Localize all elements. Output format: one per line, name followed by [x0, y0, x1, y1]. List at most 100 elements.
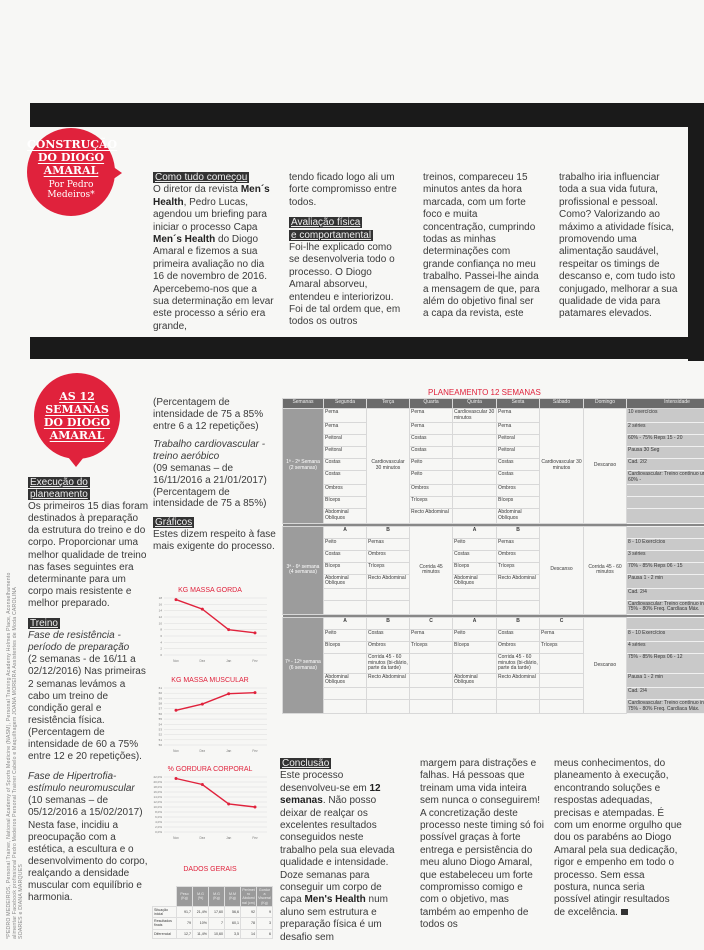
plan-cell	[539, 672, 584, 688]
plan-cell	[496, 686, 540, 700]
plan-cell	[323, 652, 367, 674]
plan-cell: Tríceps	[539, 640, 584, 654]
x-tick-label: Dez	[199, 659, 205, 663]
plan-intensity-cell: Cardiovascular: Treino contínuo interval…	[626, 698, 704, 715]
dados-cell: 79	[176, 917, 193, 930]
plan-cell: Costas	[496, 470, 540, 486]
plan-cell	[409, 698, 453, 715]
section-badge-construcao: CONSTRUÇÃO DO DIOGO AMARAL Por Pedro Med…	[27, 128, 122, 216]
plan-cell: Ombros	[496, 549, 540, 563]
data-point	[227, 628, 231, 632]
y-tick-label: 10	[159, 621, 163, 625]
plan-cell: Abdominal Oblíquos	[452, 573, 497, 589]
plan-cell: Bíceps	[323, 496, 367, 510]
phase-title: Fase de resistência - período de prepara…	[28, 630, 130, 654]
dados-cell: 3	[256, 917, 273, 930]
plan-row: Cardiovascular: Treino contínuo interval…	[283, 698, 704, 715]
y-tick-label: 4,0%	[155, 820, 162, 824]
plan-cell	[323, 599, 367, 615]
plan-cell	[366, 599, 410, 615]
plan-intensity-cell	[626, 484, 704, 498]
plan-cell: Recto Abdominal	[409, 508, 453, 524]
body-text: tendo ficado logo ali um forte compromis…	[289, 172, 397, 208]
plan-cell	[366, 698, 410, 715]
dados-cell: Situação inicial	[152, 905, 177, 919]
y-tick-label: 18,0%	[153, 785, 162, 789]
plan-cell	[409, 686, 453, 700]
plan-cell: Peito	[409, 458, 453, 472]
plan-cell: Bíceps	[323, 561, 367, 575]
plan-cell: Peito	[452, 537, 497, 551]
plan-cell: Peitoral	[496, 446, 540, 460]
badge-title: SEMANAS	[45, 403, 109, 416]
badge-title: AMARAL	[49, 429, 105, 442]
plan-cell: A	[323, 525, 367, 539]
plan-cell: Recto Abdominal	[366, 573, 410, 589]
plan-header-cell: Intensidade	[626, 398, 704, 409]
y-tick-label: 22,0%	[153, 775, 162, 779]
plan-cell	[496, 698, 540, 715]
data-point	[174, 598, 178, 602]
x-tick-label: Jan	[226, 749, 231, 753]
body-text: Estes dizem respeito à fase mais exigent…	[153, 528, 276, 552]
plan-cell	[409, 672, 453, 688]
plan-cell: Abdominal Oblíquos	[496, 508, 540, 524]
dados-cell: 11,4%	[192, 928, 209, 939]
plan-cell: Tríceps	[409, 496, 453, 510]
y-tick-label: 8,0%	[155, 810, 162, 814]
plan-row: Abdominal Oblíquos Recto Abdominal Abdomin…	[283, 573, 704, 589]
dados-header-cell: M.G (Kg)	[208, 886, 225, 907]
plan-intensity-cell: 10 exercícios	[626, 407, 704, 424]
plan-cell: Cardiovascular 30 minutos	[452, 407, 497, 424]
body-text: num aluno sem estrutura e preparação fís…	[280, 894, 388, 943]
heading-treino: Treino	[28, 618, 60, 630]
plan-cell	[452, 422, 497, 436]
plan-cell	[452, 599, 497, 615]
y-tick-label: 61	[159, 686, 163, 690]
body-text: trabalho iria influenciar toda a sua vid…	[559, 172, 678, 320]
plan-intensity-cell: 3 séries	[626, 549, 704, 563]
dados-gerais-table: Peso (Kg) M.G (%) M.G (Kg) M.M (Kg) Perímetr…	[152, 886, 273, 939]
body-text: treinos, compareceu 15 minutos antes da …	[423, 172, 540, 320]
y-tick-label: 20,0%	[153, 780, 162, 784]
plan-intensity-cell: Cardiovascular: Treino contínuo interval…	[626, 599, 704, 615]
plan-intensity-cell: 60% - 75% Reps 15 - 20	[626, 434, 704, 448]
plan-cell: Tríceps	[366, 561, 410, 575]
plan-intensity-cell: Cardiovascular: Treino contínuo uniforme…	[626, 470, 704, 486]
plan-cell: Descanso	[539, 525, 584, 615]
heading-avaliacao: e comportamental	[289, 229, 374, 241]
plan-title: PLANEAMENTO 12 SEMANAS	[428, 388, 541, 397]
plan-cell: A	[323, 616, 367, 630]
plan-header-cell: Terça	[366, 398, 410, 409]
body-text: margem para distrações e falhas. Há pess…	[420, 758, 544, 931]
conclusion-col-2: margem para distrações e falhas. Há pess…	[420, 758, 544, 932]
dados-cell: 3,5	[224, 928, 241, 939]
plan-cell: Perna	[409, 628, 453, 642]
plan-cell: Ombros	[366, 640, 410, 654]
plan-row: Ombros Ombros Ombros	[283, 484, 704, 498]
plan-cell	[452, 484, 497, 498]
plan-cell	[539, 686, 584, 700]
plan-row: 1ª - 2ª Semana (2 semanas) Perna Cardiovas…	[282, 407, 704, 524]
data-point	[200, 783, 204, 786]
y-tick-label: 2	[160, 647, 162, 651]
plan-cell: Costas	[496, 458, 540, 472]
plan-cell: Perna	[323, 422, 367, 436]
plan-cell: Perna	[409, 422, 453, 436]
plan-cell: Costas	[323, 458, 367, 472]
plan-cell	[452, 652, 497, 674]
plan-cell	[366, 587, 410, 601]
plan-cell: A	[452, 616, 497, 630]
body-text: meus conhecimentos, do planeamento à exe…	[554, 758, 682, 918]
plan-intensity-cell	[626, 508, 704, 524]
plan-cell: Costas	[323, 549, 367, 563]
plan-cell: Costas	[323, 470, 367, 486]
plan-row: Costas Peito Costas Cad. 2/2	[283, 458, 704, 472]
column-4: trabalho iria influenciar toda a sua vid…	[559, 172, 681, 321]
x-tick-label: Dez	[199, 836, 205, 840]
chart-title: DADOS GERAIS	[183, 866, 237, 873]
plan-cell	[323, 686, 367, 700]
y-tick-label: 18	[159, 596, 163, 600]
plan-cell: Peitoral	[496, 434, 540, 448]
